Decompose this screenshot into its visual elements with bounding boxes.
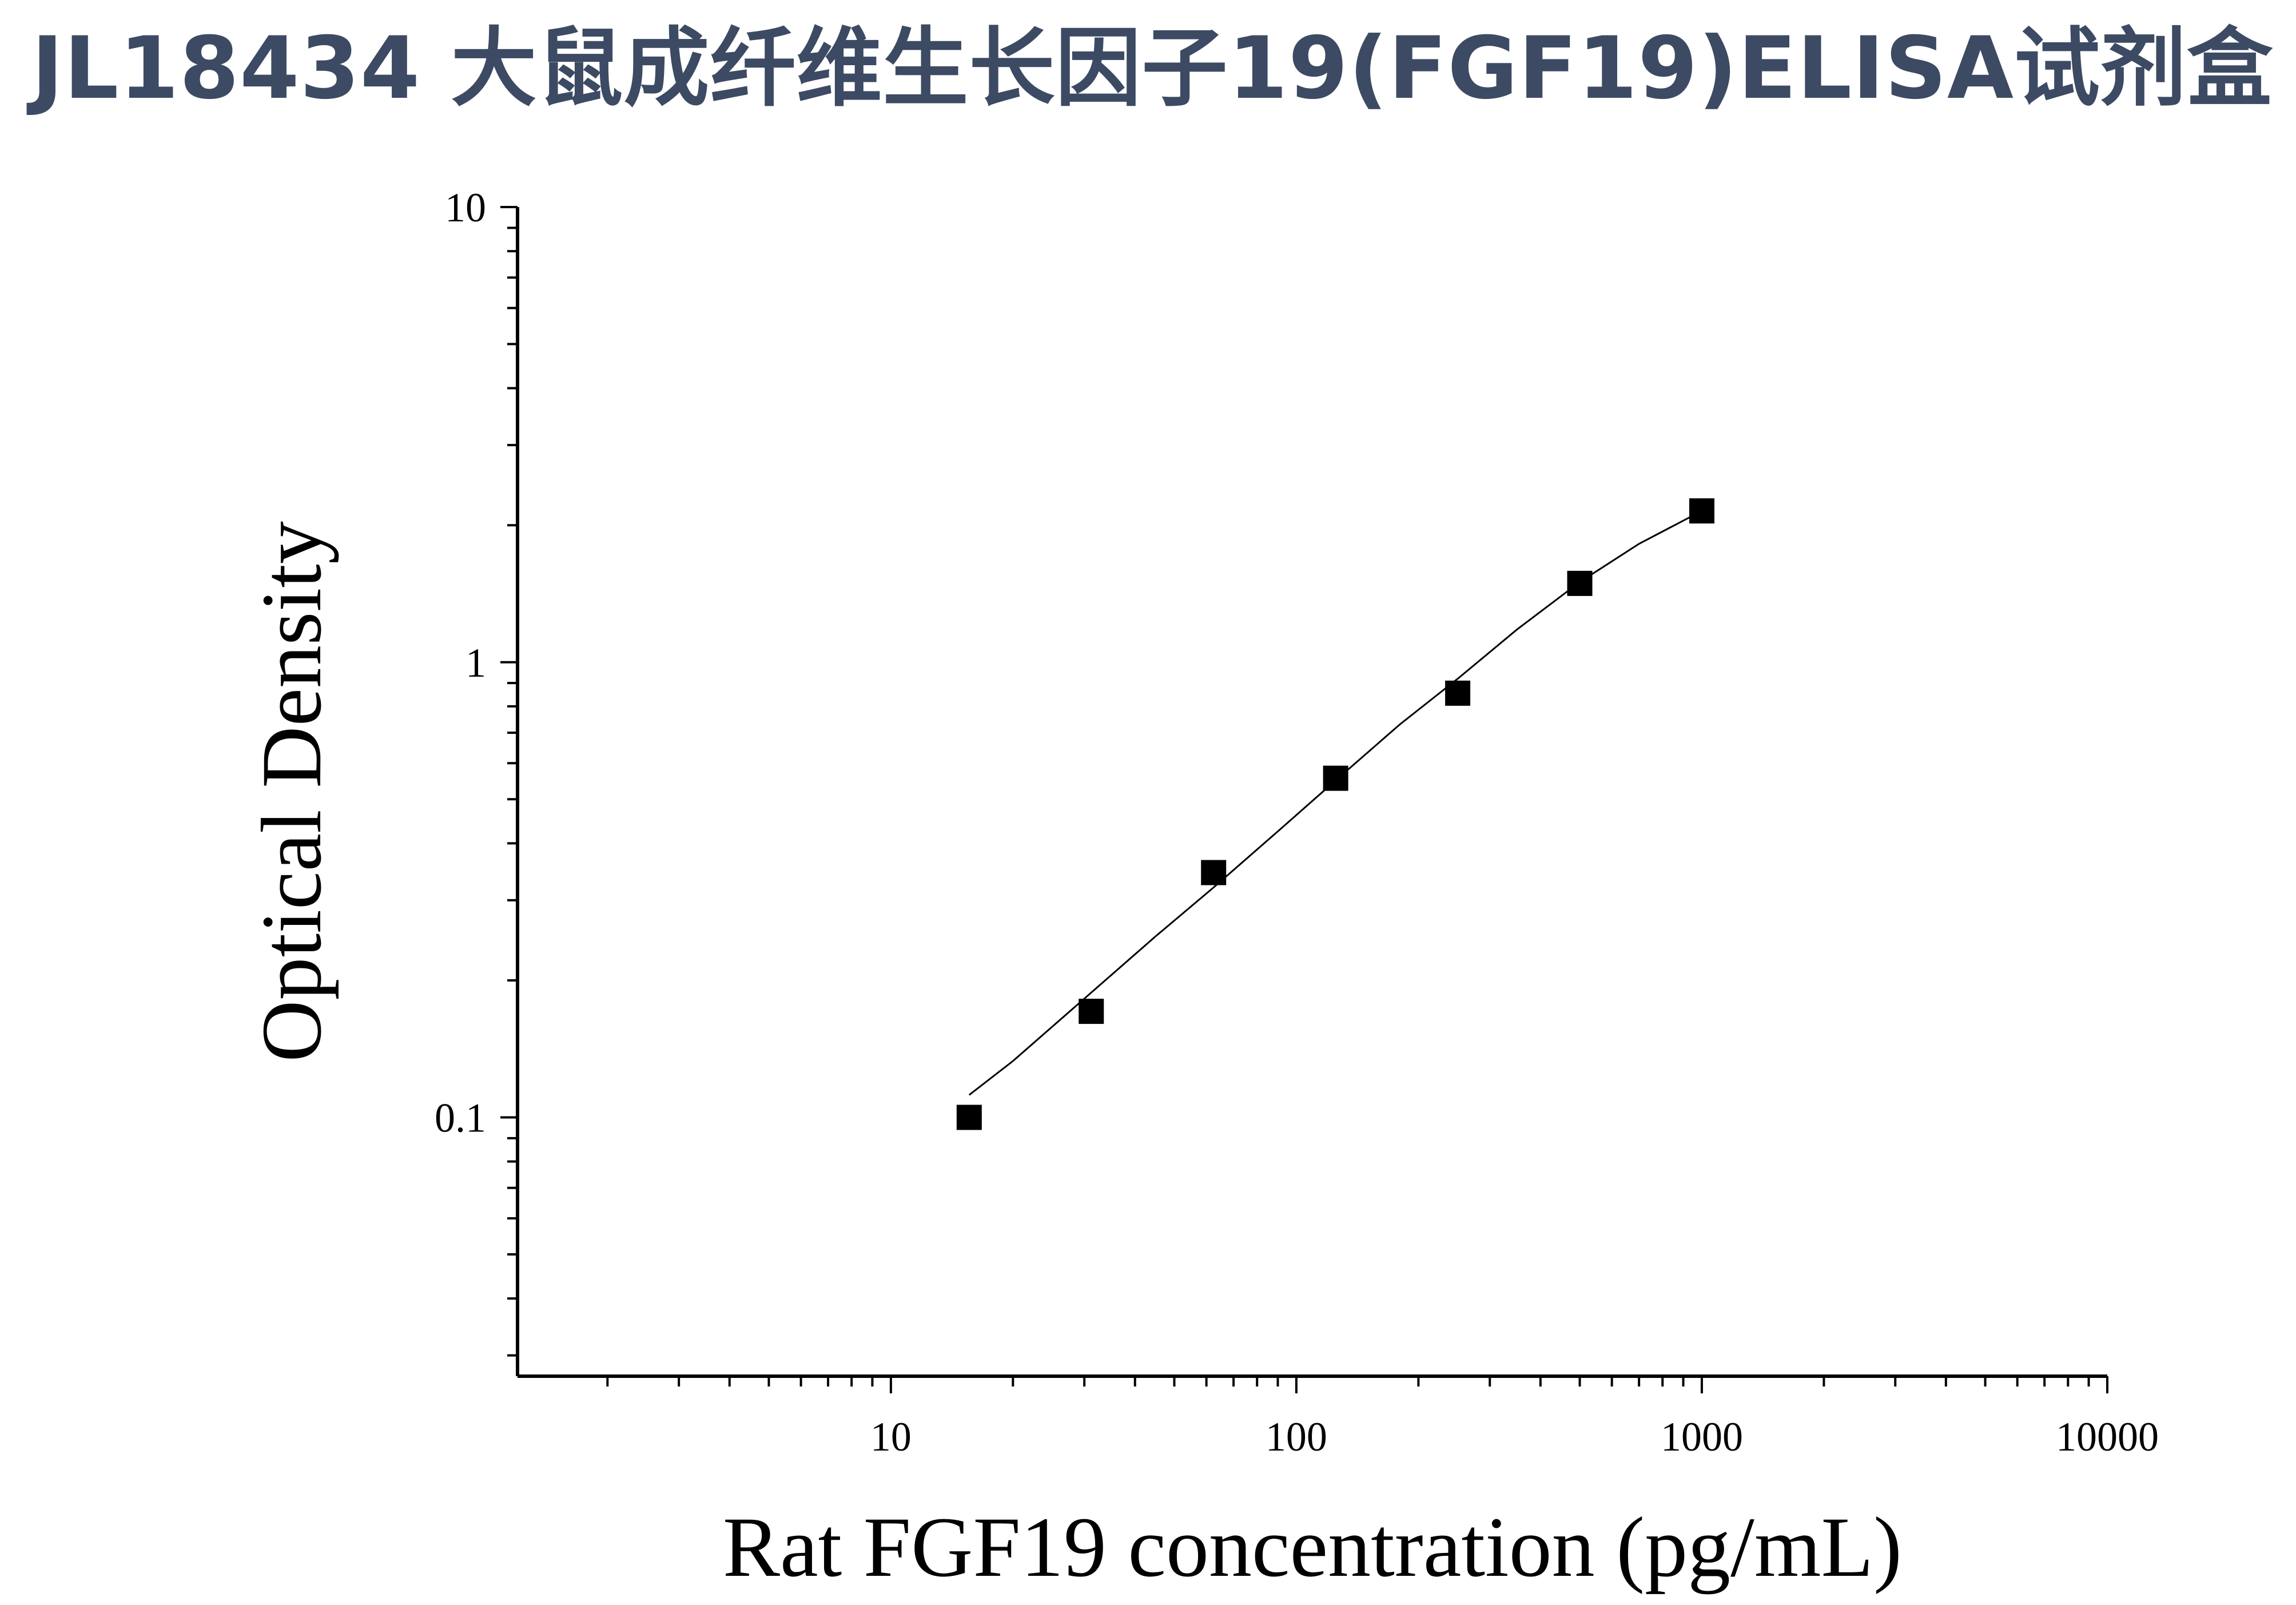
data-point <box>956 1105 982 1130</box>
page-title: JL18434 大鼠成纤维生长因子19(FGF19)ELISA试剂盒 <box>31 19 2274 118</box>
x-tick-label: 10 <box>870 1414 912 1460</box>
data-point <box>1567 570 1593 596</box>
x-tick-label: 10000 <box>2056 1414 2159 1460</box>
axes: 10 100 1000 10000 0.1 1 10 <box>435 185 2159 1460</box>
y-axis-title: Optical Density <box>244 521 339 1062</box>
data-point <box>1445 680 1471 706</box>
data-points-layer <box>956 498 1714 1130</box>
data-point <box>1079 999 1104 1024</box>
x-tick-label: 1000 <box>1661 1414 1743 1460</box>
data-point <box>1201 860 1227 885</box>
data-point <box>1689 498 1714 524</box>
y-tick-label: 0.1 <box>435 1095 486 1141</box>
x-tick-label: 100 <box>1266 1414 1327 1460</box>
data-point <box>1323 765 1348 791</box>
y-tick-label: 10 <box>445 185 486 231</box>
y-tick-label: 1 <box>465 640 486 686</box>
x-axis-title: Rat FGF19 concentration (pg/mL) <box>723 1500 1902 1595</box>
